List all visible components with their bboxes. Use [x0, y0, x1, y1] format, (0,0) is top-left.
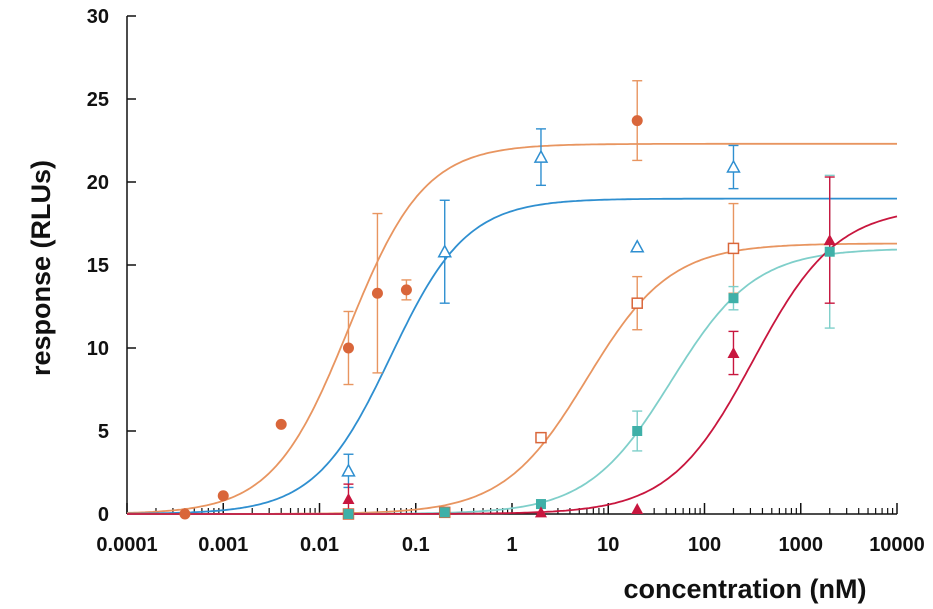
data-point-circle — [342, 342, 354, 354]
data-point-triangle — [727, 346, 740, 358]
x-tick-label: 0.1 — [402, 534, 430, 556]
data-point-triangle — [823, 234, 836, 246]
fit-curve — [126, 142, 897, 514]
data-point-square — [824, 246, 835, 257]
data-point-open-triangle — [533, 149, 549, 163]
x-tick-label: 0.001 — [198, 534, 248, 556]
data-point-open-triangle — [341, 463, 356, 477]
data-point-square — [439, 507, 450, 518]
data-point-circle — [631, 115, 643, 127]
data-point-circle — [275, 418, 287, 430]
data-point-circle — [371, 287, 383, 299]
data-point-square — [535, 499, 546, 510]
y-tick-label: 0 — [98, 504, 109, 526]
data-point-triangle — [631, 503, 644, 515]
y-axis-title: response (RLUs) — [26, 160, 56, 376]
fit-curve — [127, 215, 898, 515]
x-axis-title: concentration (nM) — [624, 574, 867, 604]
data-point-square — [343, 509, 354, 519]
data-point-open-square — [727, 242, 740, 255]
x-tick-label: 0.0001 — [96, 534, 157, 556]
x-tick-label: 0.01 — [300, 534, 339, 556]
x-axis: 0.0001 0.001 0.01 0.1 1 10 100 1000 10000 — [96, 503, 925, 556]
y-tick-label: 5 — [98, 421, 109, 443]
data-markers — [179, 115, 836, 520]
data-point-square — [728, 293, 739, 304]
fit-curve — [127, 242, 897, 515]
x-tick-label: 10000 — [869, 534, 925, 556]
data-point-triangle — [342, 493, 355, 505]
data-point-open-triangle — [629, 239, 645, 253]
x-tick-label: 10 — [597, 534, 619, 556]
fit-curves — [126, 142, 898, 515]
x-tick-label: 1000 — [779, 534, 824, 556]
data-point-circle — [179, 508, 191, 520]
data-point-circle — [217, 490, 229, 502]
data-point-open-triangle — [726, 159, 741, 173]
y-axis: 0 5 10 15 20 25 30 — [87, 6, 136, 526]
data-point-triangle — [534, 506, 547, 518]
y-tick-label: 20 — [87, 172, 109, 194]
data-point-circle — [400, 284, 412, 296]
y-tick-label: 15 — [87, 255, 109, 277]
y-tick-label: 30 — [87, 6, 109, 28]
data-point-open-triangle — [437, 244, 452, 258]
error-bars — [343, 80, 835, 515]
fit-curve — [127, 197, 897, 515]
y-tick-label: 10 — [87, 338, 109, 360]
data-point-open-square — [631, 297, 643, 309]
x-tick-label: 100 — [688, 534, 721, 556]
x-tick-label: 1 — [506, 534, 517, 556]
data-point-square — [632, 426, 643, 436]
y-tick-label: 25 — [87, 89, 109, 111]
data-point-open-square — [535, 431, 547, 444]
